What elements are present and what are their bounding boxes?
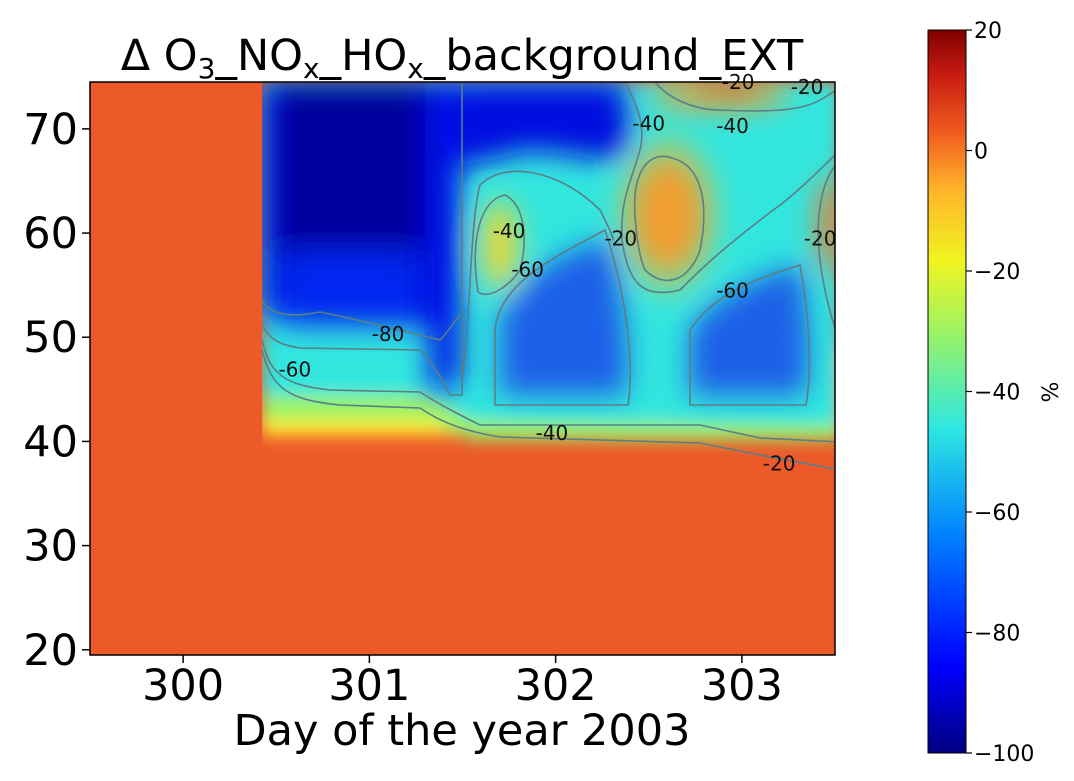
x-tick-label: 301 bbox=[328, 661, 410, 711]
colorbar-tick-label: −100 bbox=[974, 742, 1034, 767]
x-tick-label: 302 bbox=[515, 661, 597, 711]
contour-line-minus20-lower bbox=[261, 349, 835, 470]
contour-lines bbox=[261, 82, 835, 470]
colorbar-tick-label: −40 bbox=[974, 381, 1020, 406]
contour-line-minus20-loop bbox=[633, 155, 705, 282]
contour-line-minus40-blob bbox=[474, 194, 525, 295]
chart-title-part: x bbox=[303, 52, 320, 85]
x-axis: 300 301 302 303 bbox=[142, 655, 783, 711]
colorbar-tick-label: −60 bbox=[974, 501, 1020, 526]
colorbar-tick-label: −20 bbox=[974, 260, 1020, 285]
colorbar-tick-label: −80 bbox=[974, 622, 1020, 647]
y-tick-label: 60 bbox=[23, 209, 78, 259]
contour-label: -40 bbox=[632, 112, 665, 136]
contour-line-minus60-302 bbox=[494, 228, 632, 406]
contour-label: -20 bbox=[763, 451, 796, 475]
region-weak-change-301.7 bbox=[482, 200, 518, 290]
contour-label: -60 bbox=[716, 278, 749, 302]
contour-label: -60 bbox=[279, 358, 312, 382]
contour-label: -20 bbox=[791, 75, 824, 99]
chart-title-part: _NO bbox=[214, 31, 303, 81]
chart-title: Δ O3_NOx_HOx_background_EXT bbox=[121, 31, 804, 85]
colorbar-tick-label: 20 bbox=[974, 19, 1002, 44]
plot-frame bbox=[89, 81, 836, 656]
region-weak-change-303.4 bbox=[818, 175, 835, 275]
contour-label: -80 bbox=[372, 322, 405, 346]
contour-line-minus60-303 bbox=[689, 263, 811, 406]
y-tick-label: 30 bbox=[23, 522, 78, 572]
x-tick-label: 303 bbox=[701, 661, 783, 711]
contour-label: -60 bbox=[511, 258, 544, 282]
contour-line-minus80 bbox=[261, 299, 461, 341]
contour-line-minus60-301 bbox=[261, 82, 463, 396]
contour-label: -20 bbox=[604, 226, 637, 250]
y-tick-label: 40 bbox=[23, 417, 78, 467]
chart-title-part: _background_EXT bbox=[423, 31, 804, 81]
chart-title-part: _HO bbox=[319, 31, 408, 81]
colorbar-tick-label: 0 bbox=[974, 140, 988, 165]
contour-label: -20 bbox=[804, 226, 837, 250]
y-tick-label: 20 bbox=[23, 626, 78, 676]
contour-label: -40 bbox=[493, 219, 526, 243]
y-tick-label: 50 bbox=[23, 313, 78, 363]
y-tick-label: 70 bbox=[23, 105, 78, 155]
region-top-right-maximum bbox=[695, 82, 765, 90]
contour-label: -40 bbox=[716, 114, 749, 138]
plot-area bbox=[90, 82, 835, 655]
colorbar-label: % bbox=[1039, 382, 1064, 403]
chart-title-part: x bbox=[407, 52, 424, 85]
x-axis-label: Day of the year 2003 bbox=[234, 706, 691, 756]
chart-title-part: 3 bbox=[198, 52, 216, 85]
colorbar bbox=[927, 29, 967, 754]
contour-line-minus40-lower bbox=[261, 339, 835, 443]
colorbar-ticks: 20 0 −20 −40 −60 −80 −100 bbox=[966, 19, 1034, 767]
contour-label: -40 bbox=[536, 421, 569, 445]
y-axis: 20 30 40 50 60 70 bbox=[23, 105, 90, 676]
chart-title-part: Δ O bbox=[121, 31, 198, 81]
x-tick-label: 300 bbox=[142, 661, 224, 711]
